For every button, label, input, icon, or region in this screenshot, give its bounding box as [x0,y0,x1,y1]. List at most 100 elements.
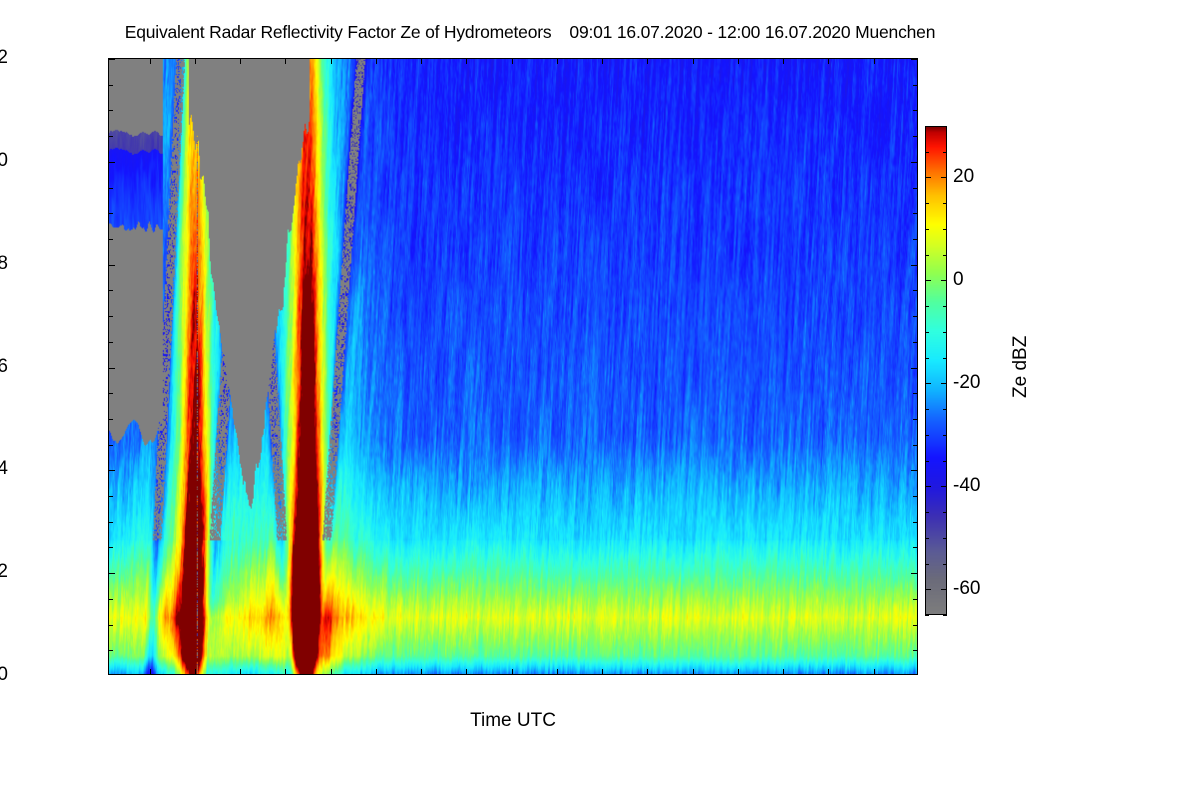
x-axis-tick [737,669,739,674]
colorbar-tick [941,177,947,179]
y-axis-tick [109,496,113,498]
colorbar-tick-label: 0 [953,269,964,291]
y-axis-tick [109,521,113,523]
x-axis-tick [783,669,785,674]
y-axis-tick [911,161,917,163]
y-axis-tick [913,650,917,652]
colorbar [925,126,947,615]
colorbar-tick-label: -40 [953,475,981,497]
colorbar-tick [943,331,947,333]
y-axis-tick [913,187,917,189]
x-axis-tick [375,59,377,64]
x-axis-tick [240,669,242,674]
y-axis-tick [911,59,917,60]
y-axis-tick [109,598,113,600]
colorbar-tick [943,537,947,539]
x-axis-tick [421,669,423,674]
colorbar-tick [943,254,947,256]
x-axis-label: Time UTC [470,710,556,731]
x-axis-tick [873,669,875,674]
y-axis-tick [109,624,113,626]
x-axis-tick [330,669,332,674]
y-axis-tick [109,393,113,395]
y-axis-tick [913,393,917,395]
colorbar-tick [925,409,929,411]
x-axis-tick [194,669,196,674]
y-axis-tick [911,573,917,575]
x-axis-tick [602,59,604,64]
x-axis-tick [330,59,332,64]
x-axis-tick [647,59,649,64]
y-axis-tick [913,444,917,446]
colorbar-tick [925,460,929,462]
y-axis-tick [913,341,917,343]
x-axis-tick [466,669,468,674]
x-axis-tick [556,669,558,674]
y-axis-tick [109,213,113,215]
colorbar-label: Ze dBZ [1010,335,1031,398]
colorbar-tick [943,563,947,565]
x-axis-tick [873,59,875,64]
y-axis-tick [913,418,917,420]
chart-title-main: Equivalent Radar Reflectivity Factor Ze … [124,22,552,42]
y-axis-tick [109,470,115,472]
x-axis-tick [285,59,287,64]
colorbar-tick [943,409,947,411]
colorbar-tick [941,486,947,488]
x-axis-tick [194,59,196,64]
x-axis-tick [692,669,694,674]
colorbar-tick [925,177,931,179]
y-axis-tick [913,84,917,86]
y-axis-tick [109,238,113,240]
y-axis-tick-label: 0 [0,664,8,685]
colorbar-tick [925,126,929,127]
x-axis-tick [149,669,151,674]
colorbar-tick [925,563,929,565]
colorbar-tick [943,615,947,616]
y-axis-tick-label: 8 [0,252,8,274]
colorbar-tick [925,383,931,385]
y-axis-tick [109,573,115,575]
x-axis-tick [828,59,830,64]
y-axis-tick [109,367,115,369]
colorbar-tick [943,306,947,308]
colorbar-tick [925,589,931,591]
y-axis-tick [109,110,113,112]
y-axis-tick [109,84,113,86]
y-axis-tick [913,136,917,138]
y-axis-tick [913,213,917,215]
y-axis-tick [913,496,917,498]
y-axis-tick-label: 6 [0,355,8,377]
x-axis-tick [285,669,287,674]
y-axis-tick [109,341,113,343]
colorbar-tick [941,589,947,591]
chart-title: Equivalent Radar Reflectivity Factor Ze … [0,22,1060,43]
y-axis-tick [913,290,917,292]
x-axis-tick [737,59,739,64]
x-axis-tick [466,59,468,64]
x-axis-tick [602,669,604,674]
colorbar-tick [925,434,929,436]
y-axis-tick [109,161,115,163]
colorbar-tick [925,331,929,333]
x-axis-tick [828,669,830,674]
x-axis-tick [421,59,423,64]
colorbar-tick [925,537,929,539]
colorbar-tick [943,434,947,436]
x-axis-tick [783,59,785,64]
colorbar-tick-label: -20 [953,372,981,394]
y-axis-tick [913,598,917,600]
colorbar-tick [941,280,947,282]
reflectivity-heatmap [109,59,917,674]
colorbar-tick [941,383,947,385]
y-axis-tick [913,110,917,112]
y-axis-tick [913,547,917,549]
colorbar-tick [943,460,947,462]
colorbar-tick [925,306,929,308]
x-axis-tick [375,669,377,674]
y-axis-tick [109,264,115,266]
x-axis-tick [647,669,649,674]
colorbar-tick [943,126,947,127]
x-axis-tick [692,59,694,64]
